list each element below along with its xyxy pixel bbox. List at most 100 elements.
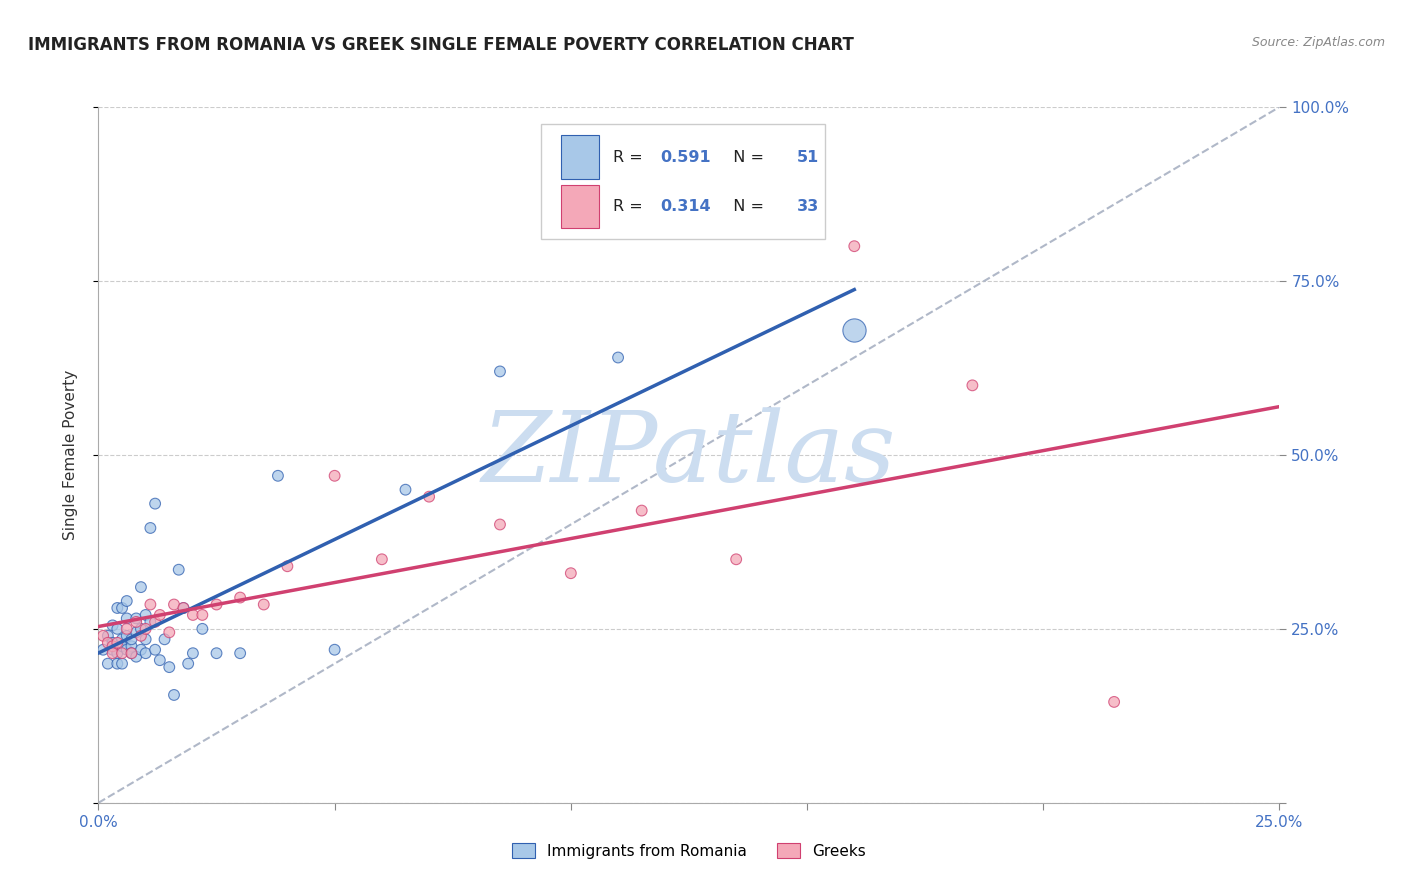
- Text: Source: ZipAtlas.com: Source: ZipAtlas.com: [1251, 36, 1385, 49]
- Point: [191, 607, 214, 622]
- Point: [121, 646, 143, 660]
- Point: [418, 490, 440, 504]
- Point: [111, 601, 134, 615]
- Point: [135, 607, 157, 622]
- Point: [91, 642, 114, 657]
- Point: [962, 378, 984, 392]
- Point: [111, 646, 134, 660]
- Text: 0.591: 0.591: [661, 150, 711, 164]
- Legend: Immigrants from Romania, Greeks: Immigrants from Romania, Greeks: [506, 837, 872, 864]
- Point: [191, 622, 214, 636]
- Text: R =: R =: [613, 150, 648, 164]
- Point: [101, 639, 124, 653]
- Point: [844, 323, 866, 337]
- Point: [139, 615, 162, 629]
- Text: ZIPatlas: ZIPatlas: [482, 408, 896, 502]
- Point: [725, 552, 748, 566]
- Point: [97, 657, 120, 671]
- Point: [135, 646, 157, 660]
- Point: [101, 646, 124, 660]
- Point: [371, 552, 394, 566]
- Point: [101, 618, 124, 632]
- Point: [111, 657, 134, 671]
- Point: [121, 639, 143, 653]
- Point: [121, 632, 143, 647]
- Point: [630, 503, 652, 517]
- Point: [489, 517, 512, 532]
- Point: [172, 601, 194, 615]
- Point: [143, 615, 166, 629]
- Point: [129, 642, 152, 657]
- Point: [394, 483, 416, 497]
- Point: [163, 598, 186, 612]
- Point: [101, 636, 124, 650]
- Text: 33: 33: [796, 199, 818, 214]
- Point: [115, 622, 138, 636]
- Point: [844, 239, 866, 253]
- Point: [125, 649, 148, 664]
- Point: [115, 594, 138, 608]
- Point: [135, 632, 157, 647]
- Text: 51: 51: [796, 150, 818, 164]
- Point: [181, 646, 204, 660]
- Point: [115, 642, 138, 657]
- Point: [105, 622, 128, 636]
- Point: [105, 601, 128, 615]
- Text: 0.314: 0.314: [661, 199, 711, 214]
- Text: IMMIGRANTS FROM ROMANIA VS GREEK SINGLE FEMALE POVERTY CORRELATION CHART: IMMIGRANTS FROM ROMANIA VS GREEK SINGLE …: [28, 36, 853, 54]
- FancyBboxPatch shape: [561, 185, 599, 228]
- Point: [607, 351, 630, 365]
- Point: [105, 646, 128, 660]
- Point: [229, 646, 252, 660]
- Point: [267, 468, 290, 483]
- Point: [172, 601, 194, 615]
- Point: [111, 639, 134, 653]
- Point: [1102, 695, 1125, 709]
- Point: [489, 364, 512, 378]
- Point: [91, 629, 114, 643]
- Text: N =: N =: [723, 150, 769, 164]
- Point: [143, 642, 166, 657]
- Point: [121, 646, 143, 660]
- Point: [115, 611, 138, 625]
- Point: [205, 646, 228, 660]
- Point: [115, 629, 138, 643]
- Point: [97, 636, 120, 650]
- Point: [181, 607, 204, 622]
- Text: N =: N =: [723, 199, 769, 214]
- Point: [149, 653, 172, 667]
- Point: [163, 688, 186, 702]
- Point: [560, 566, 582, 581]
- Text: R =: R =: [613, 199, 648, 214]
- Point: [139, 598, 162, 612]
- Point: [125, 625, 148, 640]
- Point: [323, 642, 346, 657]
- Point: [105, 636, 128, 650]
- Point: [177, 657, 200, 671]
- Y-axis label: Single Female Poverty: Single Female Poverty: [63, 370, 77, 540]
- Point: [253, 598, 276, 612]
- Point: [105, 657, 128, 671]
- Point: [229, 591, 252, 605]
- Point: [149, 607, 172, 622]
- Point: [205, 598, 228, 612]
- Point: [135, 622, 157, 636]
- Point: [125, 611, 148, 625]
- Point: [111, 632, 134, 647]
- FancyBboxPatch shape: [541, 124, 825, 239]
- Point: [97, 629, 120, 643]
- Point: [157, 660, 180, 674]
- Point: [129, 629, 152, 643]
- Point: [139, 521, 162, 535]
- Point: [323, 468, 346, 483]
- FancyBboxPatch shape: [561, 136, 599, 178]
- Point: [167, 563, 190, 577]
- Point: [129, 580, 152, 594]
- Point: [125, 615, 148, 629]
- Point: [101, 642, 124, 657]
- Point: [153, 632, 176, 647]
- Point: [157, 625, 180, 640]
- Point: [129, 622, 152, 636]
- Point: [276, 559, 298, 574]
- Point: [143, 497, 166, 511]
